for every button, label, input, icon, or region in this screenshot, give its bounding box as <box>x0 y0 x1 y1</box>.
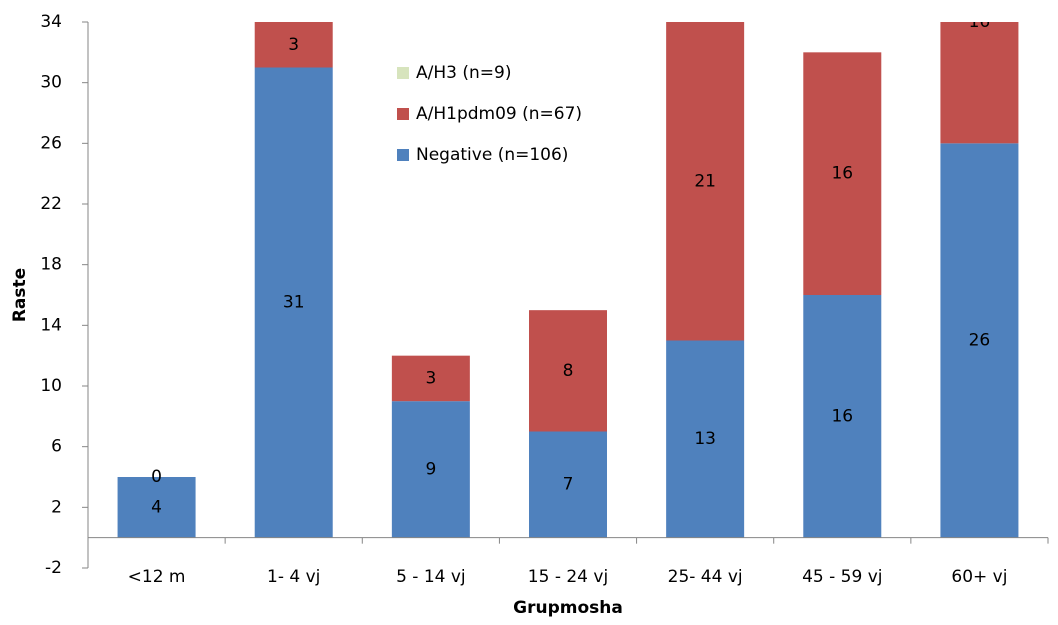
y-tick-label: 34 <box>40 12 62 32</box>
data-label: 16 <box>831 406 853 426</box>
y-tick-label: 10 <box>40 376 62 396</box>
bar-segment <box>803 52 882 296</box>
data-label: 31 <box>283 293 305 313</box>
data-label: 16 <box>831 164 853 184</box>
data-label: 4 <box>151 497 162 517</box>
x-tick-label: <12 m <box>128 567 186 587</box>
bar-segment <box>940 143 1019 538</box>
x-tick-label: 15 - 24 vj <box>528 567 608 587</box>
bar-segment <box>529 431 607 538</box>
data-label: 3 <box>425 368 436 388</box>
data-label: 26 <box>969 331 991 351</box>
data-label: 8 <box>563 361 574 381</box>
y-tick-label: 30 <box>40 73 62 93</box>
plot-area: 4 0 31 3 9 3 7 8 13 21 16 16 26 16 <box>117 12 1019 538</box>
y-tick-label: 22 <box>40 194 62 214</box>
y-axis-label: Raste <box>10 268 30 322</box>
y-tick-label: 18 <box>40 255 62 275</box>
y-tick-label: 14 <box>40 315 62 335</box>
bar-segment <box>391 355 470 402</box>
bar-segment <box>254 67 333 538</box>
y-tick-label: -2 <box>45 558 62 578</box>
x-axis-label: Grupmosha <box>513 598 623 618</box>
data-label: 13 <box>694 429 716 449</box>
data-label: 7 <box>563 475 574 495</box>
legend-label: A/H3 (n=9) <box>416 63 511 83</box>
legend-label: Negative (n=106) <box>416 145 568 165</box>
data-label: 9 <box>425 459 436 479</box>
data-label: 21 <box>694 171 716 191</box>
bar-segment <box>391 401 470 538</box>
x-tick-label: 1- 4 vj <box>267 567 320 587</box>
data-label: 3 <box>288 35 299 55</box>
bar-segment <box>254 22 333 68</box>
bar-segment <box>117 477 196 538</box>
bar-segment <box>666 22 745 341</box>
data-label: 0 <box>151 467 162 487</box>
x-tick-label: 25- 44 vj <box>668 567 743 587</box>
x-tick-label: 5 - 14 vj <box>396 567 466 587</box>
data-label: 16 <box>969 12 991 32</box>
legend-swatch <box>397 149 409 161</box>
legend-swatch <box>397 67 409 79</box>
bar-segment <box>529 310 607 432</box>
legend-swatch <box>397 108 409 120</box>
y-tick-label: 6 <box>51 437 62 457</box>
y-tick-label: 2 <box>51 497 62 517</box>
x-tick-label: 45 - 59 vj <box>802 567 882 587</box>
y-tick-label: 26 <box>40 133 62 153</box>
legend-label: A/H1pdm09 (n=67) <box>416 104 582 124</box>
x-tick-label: 60+ vj <box>951 567 1007 587</box>
bar-segment <box>666 340 745 538</box>
bar-segment <box>940 22 1019 144</box>
bar-segment <box>803 295 882 538</box>
